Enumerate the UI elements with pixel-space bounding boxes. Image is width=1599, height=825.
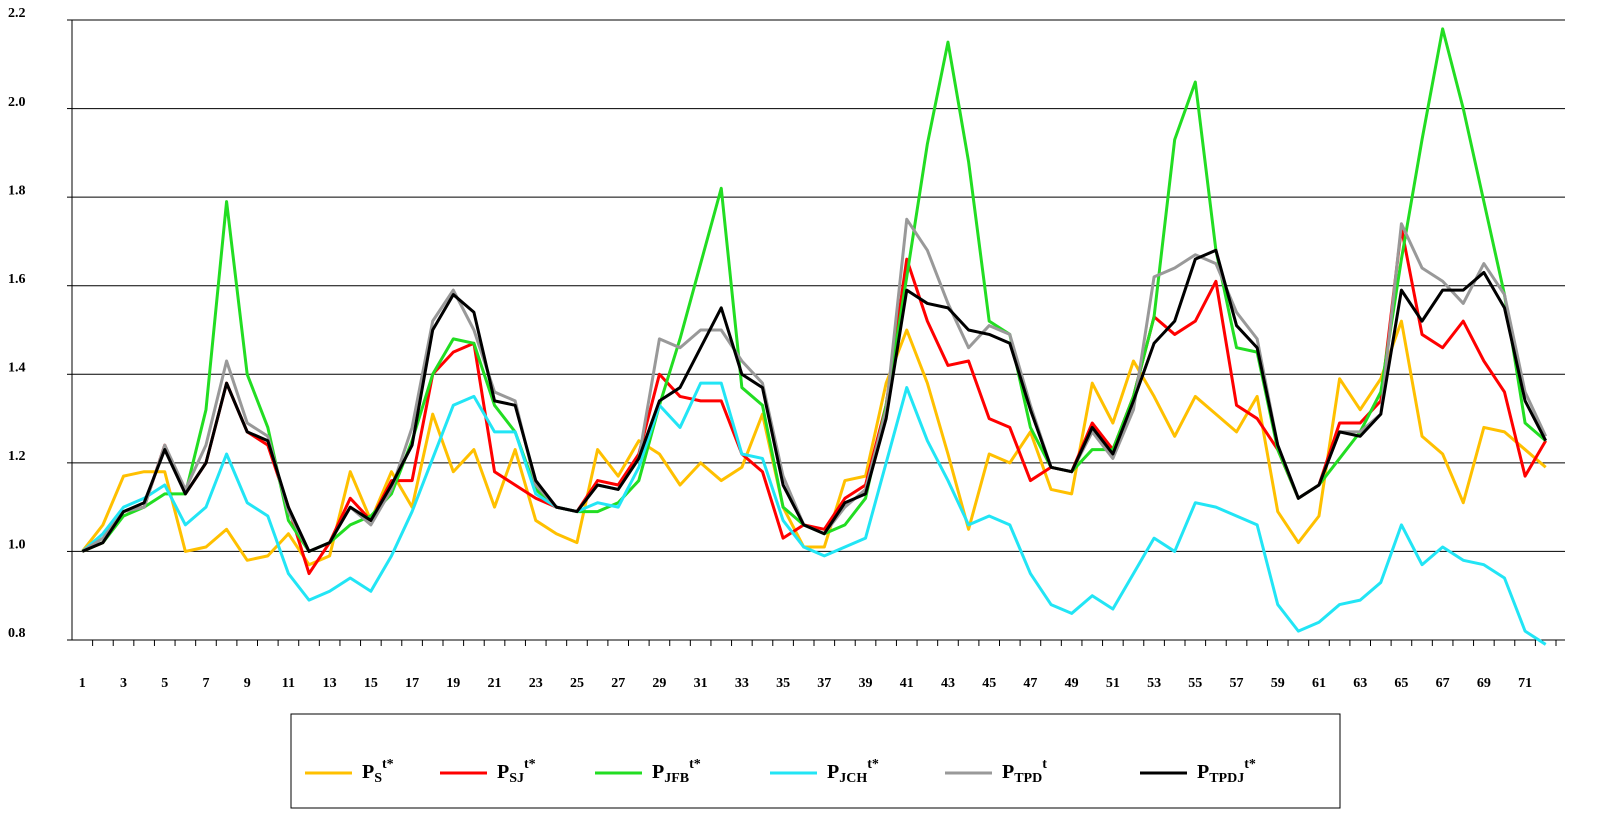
legend-label-base: P <box>362 761 374 783</box>
y-tick-label: 1.4 <box>8 361 26 376</box>
legend-label: PSJt* <box>497 757 536 786</box>
legend-label-base: P <box>497 761 509 783</box>
legend-label-sub: TPD <box>1014 771 1042 786</box>
series-line <box>81 217 1548 553</box>
x-tick-label: 7 <box>202 676 209 691</box>
x-tick-label: 13 <box>323 676 337 691</box>
y-tick-label: 1.6 <box>8 272 26 287</box>
legend-label-sub: JFB <box>664 771 689 786</box>
legend-box <box>290 713 1341 809</box>
x-tick-label: 55 <box>1188 676 1202 691</box>
x-tick-label: 27 <box>611 676 625 691</box>
legend-label-sup: t* <box>382 757 394 772</box>
legend-label-sup: t* <box>689 757 701 772</box>
x-tick-label: 35 <box>776 676 790 691</box>
x-tick-label: 11 <box>282 676 295 691</box>
x-tick-label: 45 <box>982 676 996 691</box>
y-tick-label: 0.8 <box>8 626 26 641</box>
x-tick-label: 63 <box>1353 676 1367 691</box>
legend-label-base: P <box>827 761 839 783</box>
legend-label-sup: t* <box>1244 757 1256 772</box>
x-tick-label: 43 <box>941 676 955 691</box>
legend-label: PSt* <box>362 757 394 786</box>
y-tick-label: 1.8 <box>8 183 26 198</box>
legend-label: PTPDt <box>1002 757 1047 786</box>
y-tick-label: 2.2 <box>8 6 26 21</box>
x-tick-label: 33 <box>735 676 749 691</box>
legend-label: PJCHt* <box>827 757 879 786</box>
legend-label-base: P <box>1197 761 1209 783</box>
legend-label-sub: S <box>374 771 382 786</box>
y-tick-label: 1.2 <box>8 449 26 464</box>
x-tick-label: 71 <box>1518 676 1532 691</box>
legend-label-sup: t* <box>524 757 536 772</box>
x-tick-label: 39 <box>859 676 873 691</box>
legend-label-sub: SJ <box>509 771 524 786</box>
legend-label-sub: JCH <box>839 771 867 786</box>
x-tick-label: 65 <box>1394 676 1408 691</box>
x-tick-label: 17 <box>405 676 419 691</box>
x-tick-label: 25 <box>570 676 584 691</box>
x-tick-label: 67 <box>1436 676 1450 691</box>
x-tick-label: 47 <box>1023 676 1037 691</box>
series-line <box>81 381 1547 646</box>
legend-label-sup: t* <box>867 757 879 772</box>
legend-label: PJFBt* <box>652 757 701 786</box>
x-tick-label: 31 <box>694 676 708 691</box>
x-tick-label: 9 <box>244 676 251 691</box>
x-tick-label: 61 <box>1312 676 1326 691</box>
legend: PSt* PSJt* PJFBt* PJCHt* PTPDt PTPDJt* <box>305 757 1256 786</box>
x-tick-label: 1 <box>79 676 86 691</box>
x-tick-label: 49 <box>1065 676 1079 691</box>
x-tick-label: 37 <box>817 676 831 691</box>
series-line <box>81 248 1548 553</box>
y-tick-label: 2.0 <box>8 95 26 110</box>
x-tick-label: 59 <box>1271 676 1285 691</box>
x-tick-label: 15 <box>364 676 378 691</box>
x-tick-label: 57 <box>1230 676 1244 691</box>
legend-label-base: P <box>652 761 664 783</box>
x-tick-label: 21 <box>488 676 502 691</box>
x-tick-label: 41 <box>900 676 914 691</box>
x-tick-label: 69 <box>1477 676 1491 691</box>
x-tick-label: 51 <box>1106 676 1120 691</box>
x-tick-label: 5 <box>161 676 168 691</box>
x-tick-label: 53 <box>1147 676 1161 691</box>
series-line <box>81 319 1547 567</box>
legend-label: PTPDJt* <box>1197 757 1256 786</box>
x-tick-label: 19 <box>446 676 460 691</box>
y-tick-label: 1.0 <box>8 538 26 553</box>
legend-label-sup: t <box>1042 757 1047 772</box>
x-tick-label: 29 <box>652 676 666 691</box>
legend-label-base: P <box>1002 761 1014 783</box>
x-tick-label: 23 <box>529 676 543 691</box>
x-tick-label: 3 <box>120 676 127 691</box>
series-line <box>81 226 1547 576</box>
legend-label-sub: TPDJ <box>1209 771 1244 786</box>
